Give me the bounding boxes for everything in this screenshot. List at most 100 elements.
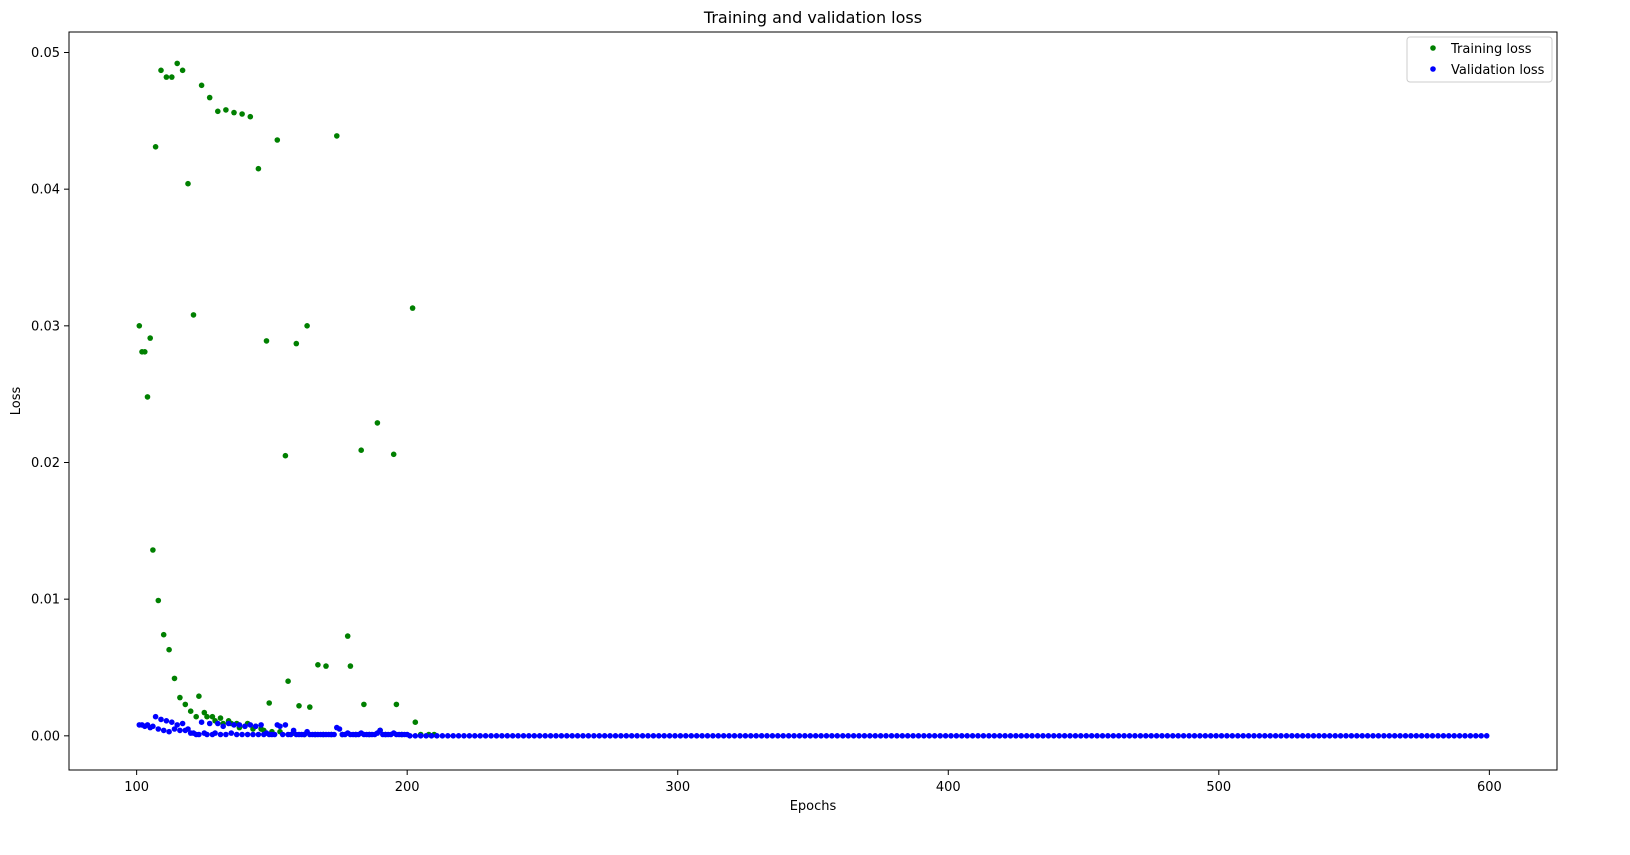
- training-loss-point: [304, 323, 310, 329]
- validation-loss-point: [547, 733, 554, 739]
- training-loss-point: [323, 663, 329, 669]
- validation-loss-point: [1364, 733, 1371, 739]
- validation-loss-point: [1088, 733, 1095, 739]
- validation-loss-point: [1326, 733, 1333, 739]
- validation-loss-point: [580, 733, 586, 739]
- validation-loss-point: [904, 733, 911, 739]
- training-loss-point: [177, 694, 183, 701]
- validation-loss-point: [520, 733, 527, 739]
- x-axis-label: Epochs: [790, 799, 837, 814]
- validation-loss-point: [742, 733, 749, 739]
- training-loss-point: [358, 447, 365, 454]
- training-loss-point: [247, 113, 254, 120]
- validation-loss-point: [867, 733, 873, 739]
- training-loss-point: [136, 323, 143, 329]
- validation-loss-point: [558, 733, 565, 739]
- training-loss-point: [223, 107, 229, 113]
- validation-loss-point: [715, 733, 722, 739]
- validation-loss-point: [1267, 733, 1273, 739]
- validation-loss-point: [258, 722, 264, 728]
- validation-loss-point: [877, 733, 884, 739]
- validation-loss-point: [1283, 733, 1290, 739]
- validation-loss-point: [526, 733, 532, 739]
- validation-loss-point: [1029, 733, 1035, 739]
- validation-loss-point: [1408, 733, 1414, 739]
- training-loss-point: [179, 67, 186, 74]
- training-loss-point: [293, 340, 300, 347]
- validation-loss-point: [980, 733, 987, 739]
- validation-loss-point: [964, 733, 970, 739]
- validation-loss-point: [1002, 733, 1008, 739]
- validation-loss-point: [196, 731, 202, 738]
- validation-loss-point: [1272, 733, 1279, 739]
- validation-loss-point: [244, 731, 251, 738]
- validation-loss-point: [1094, 733, 1100, 739]
- validation-loss-point: [818, 733, 824, 739]
- validation-loss-point: [986, 733, 992, 739]
- validation-loss-point: [1023, 733, 1030, 739]
- validation-loss-point: [206, 720, 213, 727]
- training-loss-point: [182, 701, 189, 708]
- y-axis-label: Loss: [9, 387, 24, 416]
- validation-loss-point: [271, 731, 278, 738]
- validation-loss-point: [1202, 733, 1209, 739]
- validation-loss-point: [737, 733, 743, 739]
- validation-loss-point: [477, 733, 484, 739]
- validation-loss-point: [574, 733, 581, 739]
- validation-loss-point: [150, 723, 156, 730]
- validation-loss-point: [1072, 733, 1079, 739]
- validation-loss-point: [601, 733, 608, 739]
- validation-loss-point: [996, 733, 1003, 739]
- validation-loss-point: [1354, 733, 1360, 739]
- validation-loss-point: [850, 733, 857, 739]
- validation-loss-point: [1148, 733, 1154, 739]
- validation-loss-point: [1121, 733, 1127, 739]
- validation-loss-point: [1240, 733, 1246, 739]
- validation-loss-point: [872, 733, 878, 739]
- x-tick-label: 400: [936, 780, 961, 795]
- validation-loss-point: [731, 733, 738, 739]
- training-loss-point: [296, 703, 302, 709]
- validation-loss-point: [439, 733, 446, 739]
- validation-loss-point: [466, 733, 473, 739]
- y-tick-label: 0.05: [31, 46, 60, 61]
- validation-loss-point: [225, 720, 232, 727]
- validation-loss-point: [1207, 733, 1214, 739]
- training-loss-point: [231, 109, 237, 116]
- training-loss-point: [409, 305, 416, 311]
- training-loss-point: [315, 662, 321, 668]
- validation-loss-point: [509, 733, 516, 739]
- validation-loss-point: [493, 733, 500, 739]
- validation-loss-point: [1007, 733, 1014, 739]
- validation-loss-point: [672, 733, 678, 739]
- validation-loss-point: [1251, 733, 1257, 739]
- validation-loss-point: [726, 733, 732, 739]
- validation-loss-point: [504, 733, 511, 739]
- validation-loss-point: [1305, 733, 1311, 739]
- validation-loss-point: [228, 730, 235, 736]
- validation-loss-point: [748, 733, 754, 739]
- data-points: [136, 60, 1490, 739]
- validation-loss-point: [1180, 733, 1187, 739]
- validation-loss-point: [223, 731, 229, 738]
- validation-loss-point: [628, 733, 635, 739]
- legend-label-training: Training loss: [1450, 42, 1532, 57]
- validation-loss-point: [1446, 733, 1452, 739]
- validation-loss-point: [894, 733, 900, 739]
- validation-loss-point: [242, 723, 248, 730]
- validation-loss-point: [1429, 733, 1436, 739]
- validation-loss-point: [233, 731, 240, 738]
- validation-loss-point: [1289, 733, 1295, 739]
- training-loss-point: [174, 60, 180, 67]
- validation-loss-point: [215, 720, 221, 727]
- validation-loss-point: [585, 733, 592, 739]
- y-tick-label: 0.00: [31, 729, 60, 744]
- validation-loss-point: [710, 733, 716, 739]
- validation-loss-point: [152, 713, 159, 720]
- validation-loss-point: [1143, 733, 1149, 739]
- validation-loss-point: [791, 733, 797, 739]
- training-loss-point: [239, 111, 245, 117]
- validation-loss-point: [536, 733, 543, 739]
- validation-loss-point: [185, 726, 191, 732]
- validation-loss-point: [1462, 733, 1468, 739]
